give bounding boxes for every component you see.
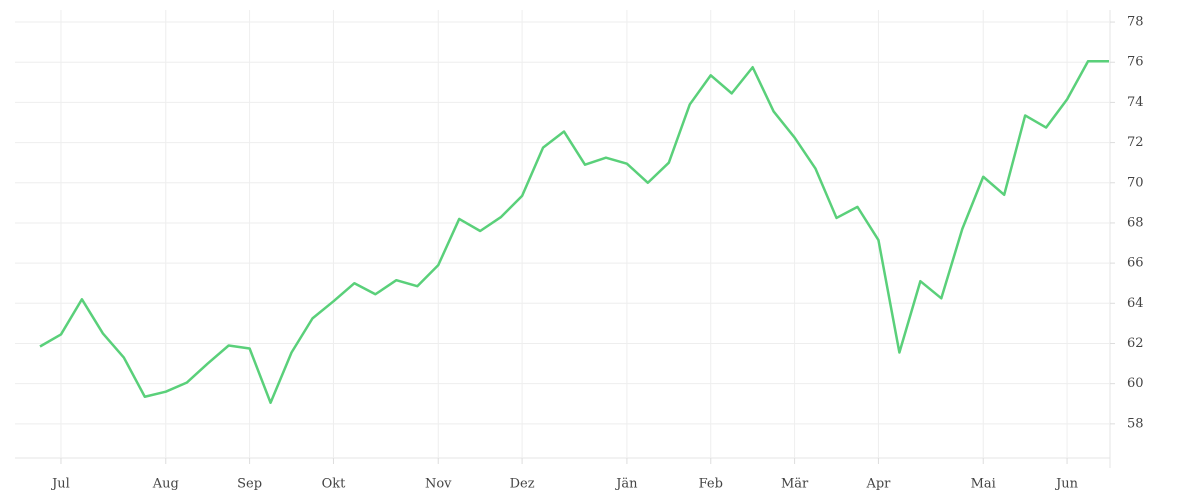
x-tick-label: Apr bbox=[865, 477, 891, 492]
x-tick-label: Jän bbox=[614, 477, 638, 492]
y-tick-label: 72 bbox=[1127, 135, 1144, 150]
y-tick-label: 76 bbox=[1127, 55, 1144, 70]
y-tick-label: 70 bbox=[1127, 175, 1144, 190]
y-tick-label: 62 bbox=[1127, 336, 1144, 351]
x-tick-label: Jun bbox=[1054, 477, 1079, 492]
y-tick-label: 68 bbox=[1127, 215, 1144, 230]
y-tick-label: 64 bbox=[1127, 296, 1144, 311]
line-series bbox=[39, 59, 1109, 405]
x-tick-label: Okt bbox=[322, 477, 347, 492]
x-tick-label: Jul bbox=[50, 477, 70, 492]
y-tick-label: 58 bbox=[1127, 416, 1144, 431]
x-tick-label: Feb bbox=[699, 477, 723, 492]
y-tick-label: 78 bbox=[1127, 15, 1144, 30]
x-tick-label: Dez bbox=[510, 477, 535, 492]
y-tick-label: 66 bbox=[1127, 256, 1144, 271]
y-tick-label: 60 bbox=[1127, 376, 1144, 391]
x-tick-label: Nov bbox=[425, 477, 452, 492]
x-tick-label: Aug bbox=[152, 477, 179, 492]
y-tick-label: 74 bbox=[1127, 95, 1144, 110]
x-tick-label: Mai bbox=[971, 477, 996, 492]
x-tick-label: Mär bbox=[781, 477, 809, 492]
x-tick-label: Sep bbox=[237, 477, 262, 492]
